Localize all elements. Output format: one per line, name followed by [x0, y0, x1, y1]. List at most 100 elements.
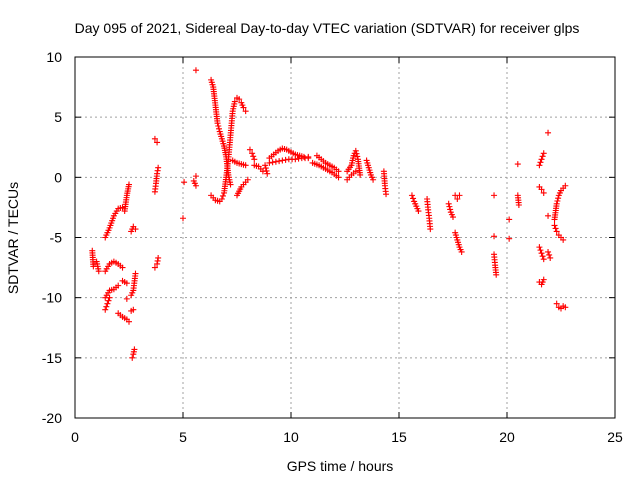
data-point [538, 186, 545, 193]
data-point [276, 158, 283, 165]
data-point [155, 254, 162, 261]
data-point [105, 297, 112, 304]
data-point [106, 294, 113, 301]
x-tick-label: 0 [71, 429, 79, 445]
data-point [545, 129, 552, 136]
data-point [192, 67, 199, 74]
data-point [553, 300, 560, 307]
x-tick-label: 25 [607, 429, 623, 445]
data-point [151, 135, 158, 142]
data-point [536, 162, 543, 169]
data-point [262, 165, 269, 172]
data-point [506, 235, 513, 242]
y-tick-label: 10 [46, 49, 62, 65]
data-point [540, 256, 547, 263]
data-point [102, 306, 109, 313]
data-point [539, 153, 546, 160]
data-point [244, 176, 251, 183]
chart-title: Day 095 of 2021, Sidereal Day-to-day VTE… [75, 20, 580, 36]
data-point [279, 157, 286, 164]
data-point [292, 156, 299, 163]
data-point [458, 248, 465, 255]
data-point [227, 181, 234, 188]
data-point [354, 153, 361, 160]
data-point [427, 226, 434, 233]
data-point [335, 168, 342, 175]
data-point [562, 182, 569, 189]
data-point [450, 214, 456, 221]
data-point [181, 179, 188, 186]
data-point [545, 248, 552, 255]
data-point [249, 150, 256, 157]
y-tick-label: 0 [54, 169, 62, 185]
data-point [129, 354, 136, 361]
data-point [240, 104, 247, 111]
data-point [263, 167, 270, 174]
x-tick-label: 5 [179, 429, 187, 445]
data-point [126, 181, 132, 188]
data-point [353, 150, 360, 157]
data-point [491, 192, 498, 199]
data-point [538, 156, 545, 163]
data-point [540, 276, 547, 283]
data-point [352, 147, 359, 154]
data-point [115, 282, 122, 289]
data-point [545, 212, 552, 219]
y-tick-label: -15 [42, 350, 62, 366]
data-point [272, 158, 279, 165]
data-point [410, 195, 417, 202]
data-point [538, 250, 545, 257]
data-point [242, 162, 249, 169]
data-point [445, 200, 452, 207]
data-point [103, 303, 110, 310]
data-point [216, 125, 222, 132]
data-point [446, 203, 453, 210]
data-point [383, 191, 390, 198]
data-point [554, 197, 561, 204]
data-point [540, 189, 547, 196]
data-point [408, 192, 415, 199]
y-tick-label: -20 [42, 410, 62, 426]
data-point [104, 300, 111, 307]
data-point [262, 162, 269, 169]
y-tick-label: -10 [42, 290, 62, 306]
data-point [155, 164, 162, 171]
data-point [269, 159, 276, 166]
y-tick-label: 5 [54, 109, 62, 125]
data-point [219, 192, 226, 199]
data-point [553, 200, 560, 207]
data-point [132, 270, 139, 277]
data-point [119, 264, 126, 271]
x-tick-label: 10 [283, 429, 299, 445]
data-point [126, 318, 132, 325]
data-point [454, 195, 461, 202]
data-point [357, 171, 364, 178]
data-point [514, 161, 521, 168]
plot-frame [74, 56, 616, 419]
data-point [562, 304, 569, 311]
data-point [447, 206, 454, 213]
data-point [95, 268, 102, 275]
data-point [335, 174, 342, 181]
data-point [236, 96, 243, 103]
y-axis-label: SDTVAR / TECUs [5, 182, 21, 294]
data-point [180, 215, 186, 222]
data-point [214, 120, 221, 127]
data-point [546, 251, 553, 258]
x-tick-label: 20 [499, 429, 515, 445]
data-point [536, 244, 543, 251]
data-point [552, 225, 559, 232]
data-point [123, 295, 130, 302]
data-point [192, 173, 199, 180]
data-point [551, 222, 558, 229]
data-point [305, 155, 312, 162]
x-tick-label: 15 [391, 429, 407, 445]
data-point [282, 156, 289, 163]
data-point [218, 195, 225, 202]
data-point [493, 271, 500, 278]
data-point [370, 176, 377, 183]
data-point [123, 280, 130, 287]
data-point [251, 156, 258, 163]
data-point [515, 202, 522, 209]
